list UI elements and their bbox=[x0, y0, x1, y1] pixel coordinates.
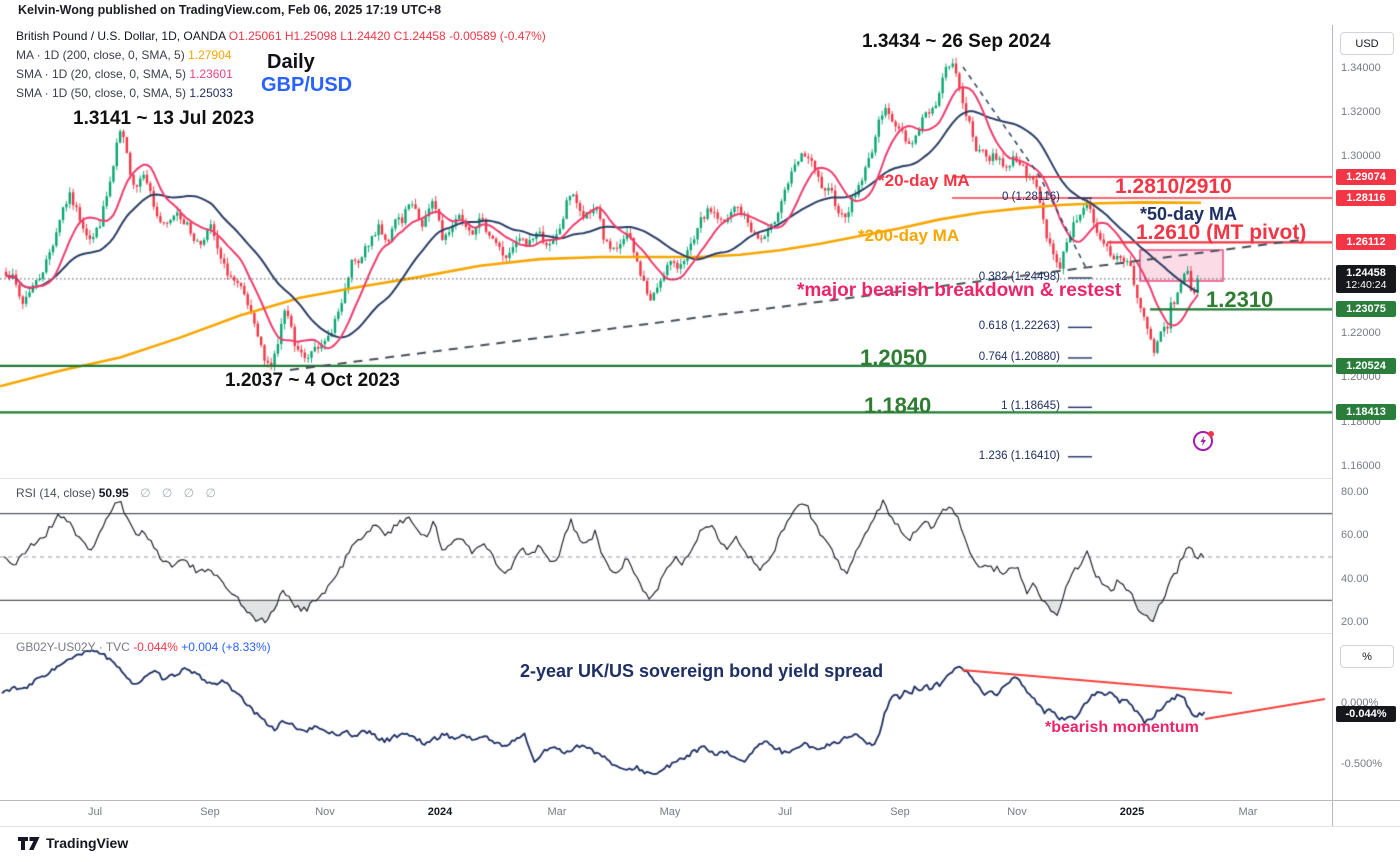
spread-value: -0.044% bbox=[133, 640, 178, 654]
legend-sma20-row[interactable]: SMA · 1D (20, close, 0, SMA, 5) 1.23601 bbox=[16, 67, 233, 81]
price-badge: 1.18413 bbox=[1336, 404, 1396, 421]
legend-ma200-row[interactable]: MA · 1D (200, close, 0, SMA, 5) 1.27904 bbox=[16, 48, 232, 62]
currency-unit-button[interactable]: USD bbox=[1340, 32, 1394, 55]
rsi-value: 50.95 bbox=[98, 486, 129, 500]
annotation-level-2050: 1.2050 bbox=[860, 345, 928, 370]
time-axis-label: May bbox=[659, 806, 681, 818]
time-axis-label: Jul bbox=[777, 806, 793, 818]
time-axis-label: 2024 bbox=[427, 806, 453, 818]
time-axis-label: Nov bbox=[1007, 806, 1027, 818]
annotation-level-2310: 1.2310 bbox=[1206, 287, 1274, 312]
chart-canvas[interactable] bbox=[0, 25, 1332, 826]
rsi-tick: 20.00 bbox=[1341, 616, 1369, 628]
annotation-breakdown: *major bearish breakdown & restest bbox=[797, 280, 1122, 301]
spread-change: +0.004 (+8.33%) bbox=[181, 640, 271, 654]
price-badge: 1.23075 bbox=[1336, 301, 1396, 318]
annotation-bearish-momentum: *bearish momentum bbox=[1045, 719, 1199, 736]
spread-tick: 0.000% bbox=[1341, 697, 1379, 709]
spread-tick: -0.500% bbox=[1341, 758, 1382, 770]
annotation-ma50: *50-day MA bbox=[1140, 204, 1238, 224]
price-badge: 1.20524 bbox=[1336, 357, 1396, 374]
time-axis-label: Mar bbox=[1238, 806, 1258, 818]
time-axis-label: Nov bbox=[315, 806, 335, 818]
price-tick: 1.34000 bbox=[1341, 62, 1381, 74]
time-axis-line bbox=[0, 800, 1400, 801]
tradingview-logo[interactable]: TradingView bbox=[18, 835, 128, 851]
annotation-ma20: *20-day MA bbox=[878, 171, 970, 190]
pair-label: GBP/USD bbox=[261, 74, 353, 96]
annotation-level-1840: 1.1840 bbox=[864, 393, 932, 418]
panel-separator-spread[interactable] bbox=[0, 633, 1332, 634]
annotation-bond-title: 2-year UK/US sovereign bond yield spread bbox=[520, 661, 884, 681]
annotation-peak-2023: 1.3141 ~ 13 Jul 2023 bbox=[73, 108, 255, 129]
byline: Kelvin-Wong published on TradingView.com… bbox=[18, 3, 442, 17]
fib-label: 1.236 (1.16410) bbox=[978, 449, 1060, 462]
price-badge: 1.26112 bbox=[1336, 234, 1396, 251]
price-tick: 1.22000 bbox=[1341, 327, 1381, 340]
flash-reaction-icon[interactable] bbox=[1192, 429, 1216, 458]
spread-symbol-row[interactable]: GB02Y-US02Y · TVC -0.044% +0.004 (+8.33%… bbox=[16, 640, 271, 654]
tradingview-glyph bbox=[18, 836, 40, 850]
percent-unit-button[interactable]: % bbox=[1340, 645, 1394, 668]
price-tick: 1.32000 bbox=[1341, 106, 1381, 119]
symbol-title: British Pound / U.S. Dollar, 1D, OANDA bbox=[16, 29, 226, 43]
time-axis-label: Mar bbox=[547, 806, 567, 818]
price-badge: 1.29074 bbox=[1336, 168, 1396, 185]
price-badge: 1.24458 12:40:24 bbox=[1336, 264, 1396, 293]
fib-label: 1 (1.18645) bbox=[1001, 400, 1060, 413]
price-tick: 1.20000 bbox=[1341, 371, 1381, 384]
price-tick: 1.30000 bbox=[1341, 150, 1381, 163]
time-axis-label: Sep bbox=[890, 806, 910, 818]
fib-label: 0 (1.28116) bbox=[1002, 191, 1060, 204]
chart-bottom-border bbox=[0, 826, 1400, 827]
annotation-pivot-2610: 1.2610 (MT pivot) bbox=[1136, 221, 1307, 244]
time-axis-label: Jul bbox=[87, 806, 103, 818]
panel-separator-rsi[interactable] bbox=[0, 478, 1332, 479]
annotation-peak-2024: 1.3434 ~ 26 Sep 2024 bbox=[862, 31, 1051, 52]
price-scale[interactable]: USD % 1.34000 1.32000 1.30000 1.22000 1.2000… bbox=[1332, 25, 1400, 826]
change-value: -0.00589 (-0.47%) bbox=[449, 29, 546, 43]
annotation-zone-2810: 1.2810/2910 bbox=[1115, 175, 1232, 198]
fib-label: 0.764 (1.20880) bbox=[978, 350, 1060, 363]
price-tick: 1.16000 bbox=[1341, 459, 1381, 472]
legend-symbol-row[interactable]: British Pound / U.S. Dollar, 1D, OANDA O… bbox=[16, 29, 546, 43]
rsi-hidden-plots: ∅ ∅ ∅ ∅ bbox=[140, 486, 220, 500]
legend-sma50-row[interactable]: SMA · 1D (50, close, 0, SMA, 5) 1.25033 bbox=[16, 86, 233, 100]
rsi-tick: 80.00 bbox=[1341, 486, 1369, 498]
price-badge: -0.044% bbox=[1336, 706, 1396, 723]
annotation-ma200: *200-day MA bbox=[858, 226, 960, 245]
time-axis-label: 2025 bbox=[1119, 806, 1145, 818]
rsi-indicator-row[interactable]: RSI (14, close) 50.95 ∅ ∅ ∅ ∅ bbox=[16, 486, 220, 500]
price-badge: 1.28116 bbox=[1336, 190, 1396, 207]
legend: British Pound / U.S. Dollar, 1D, OANDA O… bbox=[16, 27, 546, 103]
annotation-low-2023: 1.2037 ~ 4 Oct 2023 bbox=[225, 370, 400, 391]
fib-label: 0.382 (1.24498) bbox=[978, 270, 1060, 283]
fib-label: 0.618 (1.22263) bbox=[978, 320, 1060, 333]
timeframe-label: Daily bbox=[267, 51, 315, 73]
rsi-tick: 40.00 bbox=[1341, 572, 1369, 585]
time-axis-label: Sep bbox=[200, 806, 220, 818]
rsi-tick: 60.00 bbox=[1341, 529, 1369, 542]
